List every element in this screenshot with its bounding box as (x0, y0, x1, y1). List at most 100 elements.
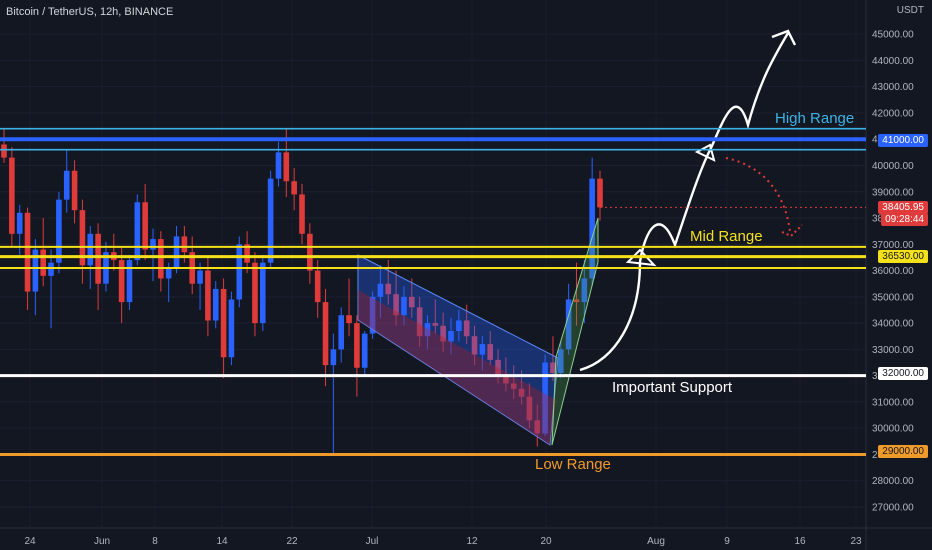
candle-body (416, 307, 423, 337)
candle-body (291, 181, 297, 195)
candle-body (205, 270, 211, 321)
label-high-range: High Range (775, 110, 854, 127)
candle-body (252, 262, 258, 324)
candle-body (56, 199, 62, 263)
descending-channel-lower (358, 290, 556, 445)
y-tick-label: 40000.00 (872, 161, 914, 172)
candle-body (87, 233, 94, 266)
candle-body (79, 210, 86, 266)
x-tick-label: Aug (647, 536, 665, 547)
candle-body (581, 278, 588, 303)
candle-body (63, 170, 70, 200)
label-mid-range: Mid Range (690, 228, 763, 245)
candle-body (503, 375, 509, 384)
candle-body (377, 283, 384, 297)
x-tick-label: 24 (24, 536, 36, 547)
rejection-arrowhead (781, 224, 803, 238)
candle-body (181, 236, 188, 253)
y-tick-label: 30000.00 (872, 424, 914, 435)
y-tick-label: 45000.00 (872, 30, 914, 41)
y-tick-label: 39000.00 (872, 187, 914, 198)
x-tick-label: 23 (850, 536, 862, 547)
candle-body (518, 388, 525, 397)
label-low-range: Low Range (535, 456, 611, 473)
y-tick-label: 37000.00 (872, 240, 914, 251)
candle-body (228, 299, 235, 358)
candle-body (495, 359, 501, 376)
y-tick-label: 35000.00 (872, 292, 914, 303)
y-tick-label: 33000.00 (872, 345, 914, 356)
candle-body (95, 233, 101, 284)
candle-body (471, 336, 478, 355)
projected-arrowhead-2 (694, 143, 716, 162)
candle-body (361, 333, 368, 368)
x-tick-label: 12 (466, 536, 478, 547)
candle-body (173, 236, 180, 268)
candle-body (354, 323, 360, 368)
candle-body (9, 157, 15, 234)
candle-body (134, 202, 141, 261)
candle-body (314, 270, 321, 303)
candle-body (565, 299, 572, 350)
candle-body (244, 244, 250, 263)
candle-body (118, 260, 125, 303)
candle-body (283, 152, 290, 182)
y-tick-label: 31000.00 (872, 397, 914, 408)
candle-body (330, 349, 337, 366)
candle-body (408, 296, 415, 308)
x-tick-label: 8 (152, 536, 158, 547)
candle-body (385, 283, 392, 295)
x-tick-label: 20 (540, 536, 552, 547)
x-tick-label: 14 (216, 536, 228, 547)
chart-drawings (357, 29, 803, 446)
candle-body (32, 249, 39, 292)
descending-channel (357, 254, 559, 446)
candle-body (456, 320, 462, 331)
candle-body (48, 262, 54, 276)
candle-body (307, 233, 313, 271)
y-tick-label: 44000.00 (872, 56, 914, 67)
x-tick-label: 22 (286, 536, 298, 547)
candle-body (463, 320, 470, 337)
candle-body (236, 244, 243, 300)
candle-body (275, 152, 282, 179)
candle-body (557, 349, 564, 374)
candle-body (1, 144, 7, 158)
x-tick-label: 16 (794, 536, 806, 547)
y-tick-label: 34000.00 (872, 319, 914, 330)
y-tick-label: 28000.00 (872, 476, 914, 487)
candle-body (550, 362, 556, 374)
support-level-tag: 32000.00 (878, 367, 928, 380)
candle-body (220, 288, 227, 358)
candle-body (424, 323, 431, 337)
axis-currency: USDT (896, 5, 924, 16)
candle-body (479, 344, 486, 355)
candle-body (589, 178, 595, 279)
candle-body (573, 299, 580, 303)
candle-body (24, 212, 31, 292)
candle-body (322, 302, 329, 366)
candle-body (346, 315, 352, 324)
x-tick-label: Jun (94, 536, 110, 547)
candle-body (150, 239, 156, 250)
candle-body (369, 296, 376, 334)
candle-body (40, 249, 47, 276)
candle-body (259, 262, 266, 324)
chart-title: Bitcoin / TetherUS, 12h, BINANCE (6, 6, 174, 18)
candle-body (338, 315, 345, 350)
candle-body (510, 383, 517, 389)
candle-body (142, 202, 148, 250)
mid-level-tag: 36530.00 (878, 250, 928, 263)
candle-body (534, 420, 541, 434)
candle-body (165, 267, 172, 279)
current-price-tag: 38405.95 (878, 201, 928, 214)
countdown-tag: 09:28:44 (881, 213, 928, 226)
candle-body (267, 178, 274, 263)
candle-body (71, 170, 78, 211)
projected-arrowhead-3 (771, 29, 797, 46)
low-level-tag: 29000.00 (878, 445, 928, 458)
candle-body (299, 194, 305, 234)
candle-body (16, 212, 23, 234)
candle-body (158, 239, 164, 279)
